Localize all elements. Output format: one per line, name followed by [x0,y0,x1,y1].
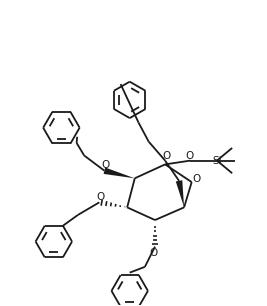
Text: Si: Si [212,155,222,166]
Text: O: O [96,192,105,202]
Polygon shape [176,180,184,207]
Polygon shape [104,167,135,178]
Text: O: O [150,248,158,258]
Text: O: O [185,151,193,161]
Text: O: O [101,160,110,170]
Text: O: O [162,151,171,161]
Text: O: O [192,174,200,184]
